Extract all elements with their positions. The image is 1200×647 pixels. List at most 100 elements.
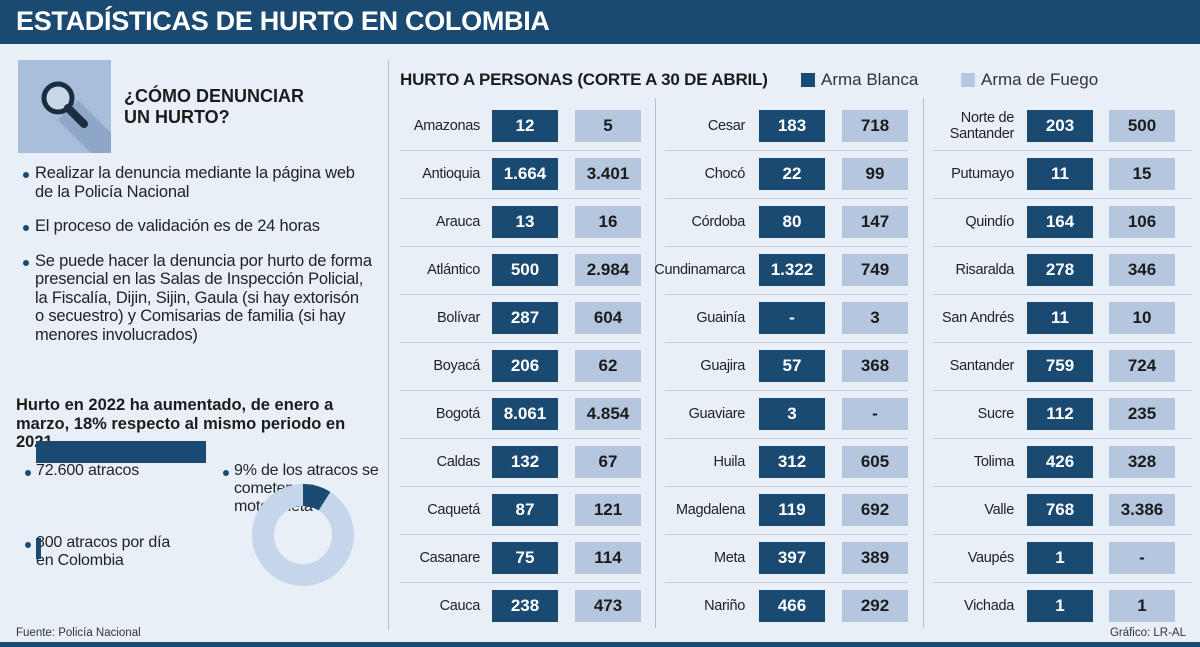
legend-swatch-fuego [961,73,975,87]
arma-fuego-cell: 724 [1109,350,1175,382]
table-row: Chocó [605,158,746,206]
atracos-dia-label: 800 atracos por día en Colombia [24,534,174,570]
dept-name: Magdalena [675,502,745,518]
panel-divider [388,60,389,630]
table-row: Arauca [340,206,480,254]
arma-fuego-cell: 604 [575,302,641,334]
row-divider [665,294,908,295]
row-divider [400,582,640,583]
dept-name: Cesar [707,118,745,134]
table-row: Santander [874,350,1015,398]
arma-blanca-cell: 11 [1027,158,1093,190]
table-row: Cundinamarca [605,254,745,302]
donut-base [252,484,354,586]
row-divider [400,246,640,247]
arma-blanca-cell: 132 [492,446,558,478]
arma-fuego-cell: 10 [1109,302,1175,334]
table-row: Guajira [605,350,745,398]
arma-fuego-cell: 16 [575,206,641,238]
search-icon [41,81,111,153]
table-row: Boyacá [340,350,480,398]
credit-note: Gráfico: LR-AL [1109,627,1186,639]
row-divider [665,390,908,391]
arma-blanca-cell: 1 [1027,590,1093,622]
dept-name: Caldas [436,454,481,470]
table-title: HURTO A PERSONAS (CORTE A 30 DE ABRIL) [400,70,768,89]
footer-bar [0,642,1200,647]
row-divider [933,438,1192,439]
dept-name: Arauca [435,214,480,230]
legend-swatch-blanca [801,73,815,87]
row-divider [665,534,908,535]
table-row: Valle [874,494,1014,542]
dept-name: Nariño [704,598,745,614]
table-row: Magdalena [605,494,745,542]
how-to-title: ¿CÓMO DENUNCIAR UN HURTO? [124,86,304,127]
arma-fuego-cell: 328 [1109,446,1175,478]
arma-fuego-cell: 346 [1109,254,1175,286]
arma-fuego-cell: 235 [1109,398,1175,430]
row-divider [400,534,640,535]
dept-name: Tolima [973,454,1014,470]
row-divider [665,438,908,439]
dept-name: Córdoba [691,214,745,230]
arma-blanca-cell: 112 [1027,398,1093,430]
table-row: Bolívar [340,302,480,350]
arma-blanca-cell: 500 [492,254,558,286]
table-row: Bogotá [340,398,480,446]
row-divider [933,390,1192,391]
row-divider [933,150,1192,151]
arma-blanca-cell: 278 [1027,254,1093,286]
dept-name: Guaviare [688,406,746,422]
dept-name: Sucre [977,406,1015,422]
arma-blanca-cell: 183 [759,110,825,142]
table-row: Cesar [605,110,745,158]
table-row: Guaviare [605,398,746,446]
table-row: Tolima [874,446,1014,494]
dept-name: Guainía [696,310,745,326]
row-divider [933,294,1192,295]
dept-name: Chocó [704,166,746,182]
arma-blanca-cell: 11 [1027,302,1093,334]
arma-fuego-cell: 749 [842,254,908,286]
how-to-list: Realizar la denuncia mediante la página … [22,164,372,360]
arma-fuego-cell: 473 [575,590,641,622]
arma-fuego-cell: 62 [575,350,641,382]
dept-name: Bolívar [436,310,480,326]
dept-name: Cundinamarca [654,262,745,278]
arma-fuego-cell: - [842,398,908,430]
arma-blanca-cell: 75 [492,542,558,574]
arma-fuego-cell: 147 [842,206,908,238]
table-row: Antioquia [340,158,480,206]
dept-name: Bogotá [435,406,480,422]
arma-fuego-cell: 5 [575,110,641,142]
row-divider [933,486,1192,487]
dept-name: Huila [713,454,745,470]
arma-blanca-cell: 203 [1027,110,1093,142]
arma-fuego-cell: 2.984 [575,254,641,286]
table-row: Quindío [874,206,1014,254]
page-title: ESTADÍSTICAS DE HURTO EN COLOMBIA [16,6,550,36]
dept-name: Casanare [419,550,481,566]
row-divider [665,486,908,487]
search-icon-box [18,60,111,153]
arma-fuego-cell: 500 [1109,110,1175,142]
arma-fuego-cell: 67 [575,446,641,478]
row-divider [400,390,640,391]
table-row: Caldas [340,446,481,494]
arma-blanca-cell: 12 [492,110,558,142]
atracos-total-label: 72.600 atracos [24,462,194,480]
table-row: Guainía [605,302,745,350]
dept-name: Caquetá [427,502,480,518]
arma-blanca-cell: 466 [759,590,825,622]
how-to-item: Se puede hacer la denuncia por hurto de … [22,252,372,345]
row-divider [400,342,640,343]
arma-blanca-cell: 22 [759,158,825,190]
row-divider [665,150,908,151]
row-divider [933,582,1192,583]
arma-fuego-cell: - [1109,542,1175,574]
arma-blanca-cell: - [759,302,825,334]
arma-fuego-cell: 292 [842,590,908,622]
row-divider [400,198,640,199]
arma-fuego-cell: 3.386 [1109,494,1175,526]
